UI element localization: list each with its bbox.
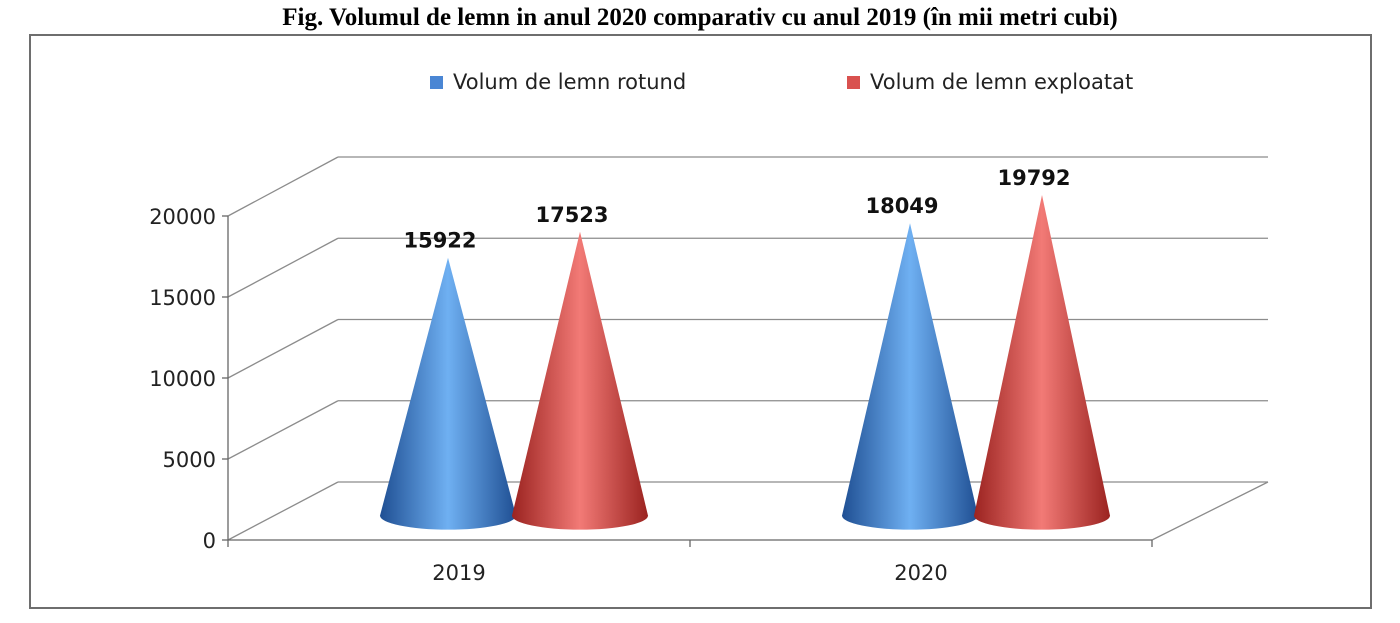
chart-legend: Volum de lemn rotund Volum de lemn explo…: [0, 70, 1400, 100]
cone-2020-series-1: [974, 195, 1110, 530]
gridline-side-3: [227, 237, 339, 298]
cone-2020-series-0: [842, 223, 978, 530]
legend-swatch-exploatat: [847, 75, 860, 89]
legend-item-rotund: Volum de lemn rotund: [430, 70, 686, 94]
y-tick-label-2: 10000: [149, 367, 216, 391]
axes: [222, 215, 1153, 547]
figure-title: Fig. Volumul de lemn in anul 2020 compar…: [282, 4, 1118, 31]
gridline-side-0: [227, 481, 339, 541]
y-tick-label-4: 20000: [149, 205, 216, 229]
legend-label-rotund: Volum de lemn rotund: [453, 70, 687, 94]
chart-frame: [29, 34, 1372, 609]
data-label-2020-series-0: 18049: [865, 194, 938, 218]
y-tick-label-0: 0: [203, 529, 216, 553]
data-label-2020-series-1: 19792: [997, 166, 1070, 190]
x-tick-label-2020: 2020: [894, 561, 947, 585]
y-tick-label-1: 5000: [163, 448, 216, 472]
legend-item-exploatat: Volum de lemn exploatat: [847, 70, 1133, 94]
legend-label-exploatat: Volum de lemn exploatat: [870, 70, 1134, 94]
cone-2019-series-0: [380, 257, 516, 530]
x-tick-label-2019: 2019: [432, 561, 485, 585]
gridline-side-1: [227, 400, 339, 460]
floor-right-edge: [1151, 481, 1269, 541]
grid: [227, 156, 1269, 541]
legend-swatch-rotund: [430, 75, 443, 89]
cones: [380, 195, 1110, 530]
data-label-2019-series-1: 17523: [535, 203, 608, 227]
data-label-2019-series-0: 15922: [403, 229, 476, 253]
y-tick-label-3: 15000: [149, 286, 216, 310]
gridline-side-4: [227, 156, 339, 217]
labels: 0 5000 10000 15000 20000 2019 15922 17523 2020 18…: [149, 166, 1070, 585]
cone-2019-series-1: [512, 231, 648, 530]
gridline-side-2: [227, 318, 339, 379]
